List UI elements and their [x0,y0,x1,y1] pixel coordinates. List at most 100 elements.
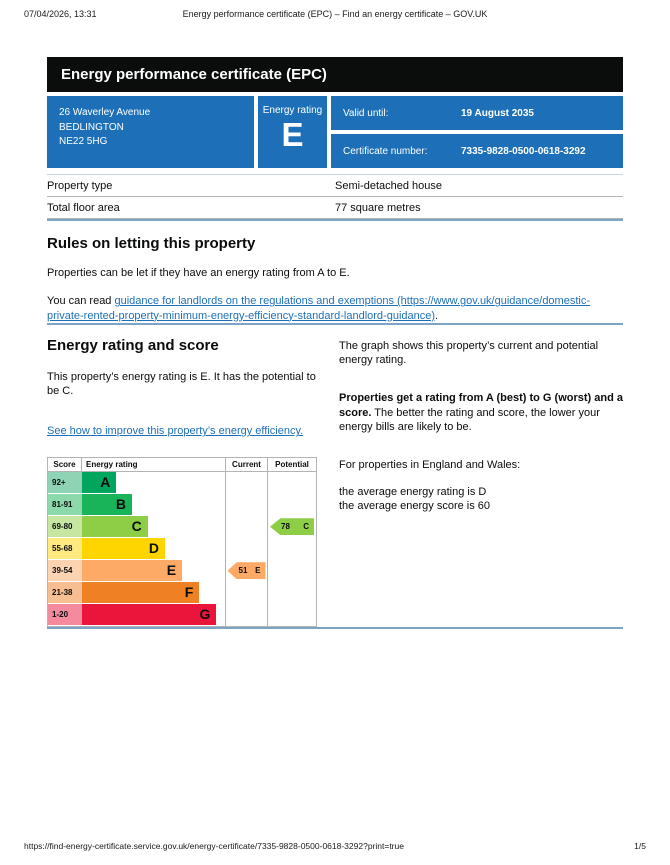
certificate-number-value: 7335-9828-0500-0618-3292 [461,145,586,157]
current-column-cell [225,581,267,604]
potential-column-cell [267,471,316,494]
current-column-cell [225,493,267,516]
band-bar-area: B [82,493,225,516]
rating-explanation-text: Properties get a rating from A (best) to… [339,391,623,434]
print-datetime: 07/04/2026, 13:31 [24,9,97,19]
guidance-suffix: . [435,309,439,322]
current-rating-arrow: 51 E [227,562,266,580]
band-bar-area: E [82,559,225,582]
energy-rating-panel: Energy rating E [258,96,327,168]
band-score-range: 92+ [48,471,82,493]
band-bar-area: D [82,537,225,560]
print-url: https://find-energy-certificate.service.… [24,841,404,851]
band-score-range: 39-54 [48,559,82,581]
rating-explanation-rest: The better the rating and score, the low… [339,406,600,434]
epc-band-row-c: 69-80 C 78 C [48,515,316,538]
band-bar-area: G [82,603,225,626]
epc-band-row-b: 81-91 B [48,493,316,516]
averages-intro-text: For properties in England and Wales: [339,459,521,472]
epc-band-row-a: 92+ A [48,471,316,494]
table-row: Total floor area 77 square metres [47,197,623,219]
band-bar-area: C [82,515,225,538]
band-bar-area: F [82,581,225,604]
graph-intro-text: The graph shows this property’s current … [339,339,599,367]
table-row: Property type Semi-detached house [47,174,623,197]
band-bar-f: F [82,581,200,603]
improve-link-wrap: See how to improve this property’s energ… [47,424,319,438]
rules-heading: Rules on letting this property [47,235,256,252]
epc-band-row-e: 39-54 E 51 E [48,559,316,582]
band-score-range: 81-91 [48,493,82,515]
valid-until-row: Valid until: 19 August 2035 [331,96,623,130]
average-score-line: the average energy score is 60 [339,499,491,512]
print-page-number: 1/5 [634,841,646,851]
epc-graph-bands: 92+ A 81-91 B 69-80 C 78 C 55-68 D 39-54 E 51 E 21-38 F… [48,471,316,626]
section-divider [47,219,623,221]
address-line-2: BEDLINGTON [59,121,124,133]
energy-rating-label: Energy rating [262,105,323,116]
band-score-range: 1-20 [48,603,82,625]
valid-until-label: Valid until: [343,107,389,119]
property-address: 26 Waverley Avenue BEDLINGTON NE22 5HG [47,96,254,168]
band-bar-c: C [82,515,148,537]
average-rating-line: the average energy rating is D [339,485,487,498]
energy-rating-column-header: Energy rating [86,459,138,469]
property-summary-table: Property type Semi-detached house Total … [47,174,623,219]
potential-rating-arrow: 78 C [270,518,314,536]
rating-score-heading: Energy rating and score [47,336,219,354]
property-type-value: Semi-detached house [335,180,443,192]
band-score-range: 69-80 [48,515,82,537]
band-bar-b: B [82,493,133,515]
band-score-range: 21-38 [48,581,82,603]
rating-summary-text: This property’s energy rating is E. It h… [47,370,316,398]
potential-column-cell [267,559,316,582]
certificate-number-label: Certificate number: [343,145,428,157]
current-column-cell [225,515,267,538]
section-divider [47,322,623,325]
guidance-prefix: You can read [47,295,115,308]
browser-print-footer: https://find-energy-certificate.service.… [24,841,646,851]
certificate-number-row: Certificate number: 7335-9828-0500-0618-… [331,134,623,168]
page-title: Energy performance certificate (EPC) [61,66,327,83]
current-column-header: Current [225,457,267,471]
potential-column-cell: 78 C [267,515,316,538]
section-divider [47,626,623,629]
property-type-label: Property type [47,180,113,192]
rating-score-right-column: The graph shows this property’s current … [339,337,623,627]
potential-column-header: Potential [267,457,316,471]
band-bar-area: A [82,471,225,494]
rules-intro-text: Properties can be let if they have an en… [47,267,350,279]
national-averages: the average energy rating is D the avera… [339,485,623,514]
floor-area-label: Total floor area [47,202,120,214]
floor-area-value: 77 square metres [335,202,421,214]
address-line-3: NE22 5HG [59,136,108,147]
potential-column-cell [267,581,316,604]
certificate-page: Energy performance certificate (EPC) 26 … [47,57,623,629]
current-column-cell: 51 E [225,559,267,582]
rules-guidance-text: You can read guidance for landlords on t… [47,294,623,323]
epc-band-row-g: 1-20 G [48,603,316,626]
address-line-1: 26 Waverley Avenue [59,107,151,118]
rating-and-score-section: Energy rating and score This property’s … [47,337,623,627]
energy-rating-value: E [281,116,304,153]
rating-score-left-column: Energy rating and score This property’s … [47,337,339,627]
certificate-summary-box: 26 Waverley Avenue BEDLINGTON NE22 5HG E… [47,96,623,168]
current-column-cell [225,471,267,494]
score-column-header: Score [48,457,82,471]
epc-graph-header: Score Energy rating Current Potential [48,457,316,472]
band-bar-g: G [82,603,217,625]
browser-print-header: 07/04/2026, 13:31 Energy performance cer… [0,9,670,19]
band-bar-a: A [82,471,117,493]
print-page-title: Energy performance certificate (EPC) – F… [182,9,488,19]
epc-band-row-d: 55-68 D [48,537,316,560]
landlord-guidance-link[interactable]: guidance for landlords on the regulation… [47,295,590,322]
potential-column-cell [267,537,316,560]
validity-panel: Valid until: 19 August 2035 Certificate … [331,96,623,168]
rating-explanation-bold: Properties get a rating from A (best) to… [339,392,623,419]
page-title-banner: Energy performance certificate (EPC) [47,57,623,92]
band-score-range: 55-68 [48,537,82,559]
band-bar-d: D [82,537,165,559]
band-bar-e: E [82,559,183,581]
potential-column-cell [267,603,316,626]
improve-efficiency-link[interactable]: See how to improve this property’s energ… [47,425,304,438]
